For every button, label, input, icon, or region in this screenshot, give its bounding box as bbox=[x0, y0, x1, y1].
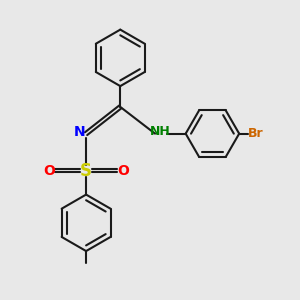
Text: Br: Br bbox=[248, 127, 263, 140]
Text: S: S bbox=[80, 162, 92, 180]
Text: NH: NH bbox=[150, 125, 171, 138]
Text: O: O bbox=[117, 164, 129, 178]
Text: N: N bbox=[74, 125, 85, 139]
Text: O: O bbox=[43, 164, 55, 178]
